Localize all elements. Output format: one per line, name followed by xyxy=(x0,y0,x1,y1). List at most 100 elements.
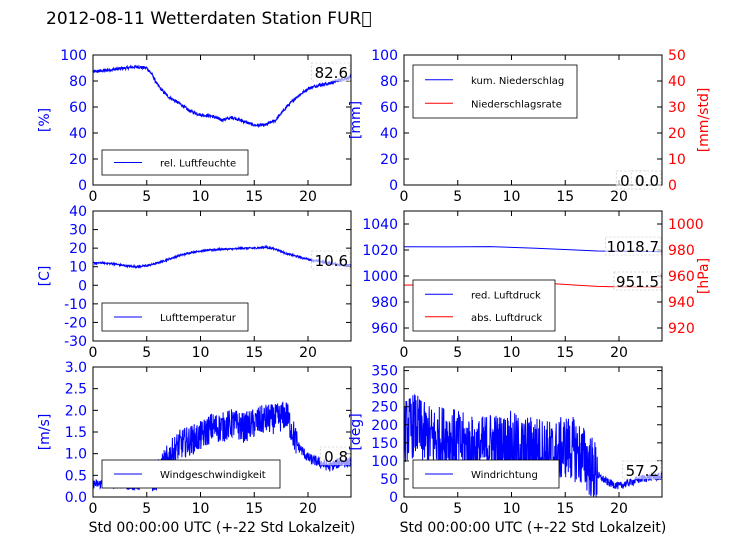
y-tick-label-left-temperature: 30 xyxy=(69,223,87,239)
y-tick-label-left-temperature: 0 xyxy=(78,278,87,294)
y-tick-label-right-precipitation: 0 xyxy=(668,178,677,194)
y-axis-label-right-pressure: [hPa] xyxy=(696,258,712,294)
x-axis-label-windspeed: Std 00:00:00 UTC (+-22 Std Lokalzeit) xyxy=(89,520,356,536)
legend-label-humidity-0: rel. Luftfeuchte xyxy=(160,159,236,170)
series-line-temperature-0 xyxy=(92,244,352,270)
y-tick-label-right-precipitation: 30 xyxy=(668,100,686,116)
y-tick-label-left-pressure: 1020 xyxy=(362,243,398,259)
y-axis-label-left-winddirection: [deg] xyxy=(348,413,364,450)
y-tick-label-left-humidity: 60 xyxy=(69,100,87,116)
legend-label-pressure-1: abs. Luftdruck xyxy=(471,313,542,324)
y-tick-label-right-precipitation: 20 xyxy=(668,126,686,142)
legend-winddirection: Windrichtung xyxy=(412,459,560,489)
x-tick-label-precipitation: 0 xyxy=(400,189,409,205)
x-tick-label-humidity: 20 xyxy=(299,189,317,205)
y-tick-label-left-temperature: -30 xyxy=(64,334,87,350)
x-tick-label-precipitation: 10 xyxy=(503,189,521,205)
x-tick-label-humidity: 0 xyxy=(89,189,98,205)
x-tick-label-precipitation: 20 xyxy=(610,189,628,205)
legend-box-pressure xyxy=(412,279,556,332)
plot-frame-humidity xyxy=(92,54,352,186)
legend-label-precipitation-0: kum. Niederschlag xyxy=(471,76,564,87)
x-tick-label-winddirection: 10 xyxy=(503,501,521,517)
x-tick-label-windspeed: 10 xyxy=(192,501,210,517)
legend-label-precipitation-1: Niederschlagsrate xyxy=(471,99,562,110)
x-tick-label-humidity: 10 xyxy=(192,189,210,205)
value-label-precipitation-1: 0.0 xyxy=(635,172,659,190)
y-tick-label-left-winddirection: 100 xyxy=(371,454,398,470)
legend-label-winddirection-0: Windrichtung xyxy=(471,470,538,481)
y-tick-label-left-pressure: 1040 xyxy=(362,217,398,233)
chart-windspeed: 0 5 10 15 20 0.0 0.5 1.0 1.5 2.0 2.5 3.0 [m/s] Std 00… xyxy=(37,360,355,536)
value-label-box-humidity-0 xyxy=(311,62,351,82)
y-axis-label-right-precipitation: [mm/std] xyxy=(696,88,712,153)
legend-box-precipitation xyxy=(412,64,578,119)
legend-label-windspeed-0: Windgeschwindigkeit xyxy=(160,470,266,481)
y-tick-label-left-winddirection: 150 xyxy=(371,436,398,452)
y-tick-label-left-windspeed: 3.0 xyxy=(65,360,87,376)
y-tick-label-left-temperature: 40 xyxy=(69,204,87,220)
y-tick-label-left-precipitation: 60 xyxy=(380,100,398,116)
x-tick-label-winddirection: 15 xyxy=(556,501,574,517)
value-label-box-pressure-0 xyxy=(605,236,662,256)
y-tick-label-left-pressure: 960 xyxy=(371,321,398,337)
y-tick-label-left-winddirection: 250 xyxy=(371,400,398,416)
value-label-pressure-1: 951.5 xyxy=(616,273,659,291)
y-tick-label-left-pressure: 1000 xyxy=(362,269,398,285)
y-tick-label-left-humidity: 20 xyxy=(69,152,87,168)
y-tick-label-left-windspeed: 1.5 xyxy=(65,425,87,441)
y-tick-label-left-temperature: -20 xyxy=(64,315,87,331)
chart-humidity: 0 5 10 15 20 0 20 40 60 80 100 [%] rel. Luftfeuchte 8… xyxy=(37,48,352,205)
y-tick-label-right-pressure: 980 xyxy=(668,243,695,259)
x-tick-label-windspeed: 5 xyxy=(142,501,151,517)
y-tick-label-right-precipitation: 50 xyxy=(668,48,686,64)
y-tick-label-left-windspeed: 2.5 xyxy=(65,382,87,398)
value-label-pressure-0: 1018.7 xyxy=(607,238,660,256)
x-tick-label-precipitation: 5 xyxy=(453,189,462,205)
figure-title: 2012-08-11 Wetterdaten Station FUR  xyxy=(46,9,372,29)
y-tick-label-left-pressure: 980 xyxy=(371,295,398,311)
y-tick-label-left-windspeed: 0.5 xyxy=(65,468,87,484)
y-tick-label-left-temperature: 10 xyxy=(69,260,87,276)
x-tick-label-pressure: 0 xyxy=(400,345,409,361)
y-axis-label-left-humidity: [%] xyxy=(37,108,53,132)
chart-precipitation: 0 5 10 15 20 0 20 40 60 80 100 0 10 20 30 40 50 [mm] [mm/s… xyxy=(348,48,712,205)
legend-label-temperature-0: Lufttemperatur xyxy=(160,313,237,324)
series-line-windspeed-0 xyxy=(92,401,352,492)
value-label-box-temperature-0 xyxy=(311,250,351,270)
y-tick-label-right-pressure: 940 xyxy=(668,295,695,311)
y-tick-label-left-winddirection: 300 xyxy=(371,382,398,398)
x-tick-label-windspeed: 15 xyxy=(245,501,263,517)
legend-label-pressure-0: red. Luftdruck xyxy=(471,290,541,301)
chart-pressure: 0 5 10 15 20 960 980 1000 1020 1040 920 940 960 980 10… xyxy=(362,210,712,361)
y-tick-label-left-precipitation: 0 xyxy=(389,178,398,194)
x-tick-label-pressure: 20 xyxy=(610,345,628,361)
x-axis-label-winddirection: Std 00:00:00 UTC (+-22 Std Lokalzeit) xyxy=(400,520,667,536)
y-tick-label-left-temperature: 20 xyxy=(69,241,87,257)
x-tick-label-pressure: 15 xyxy=(556,345,574,361)
y-tick-label-left-windspeed: 0.0 xyxy=(65,490,87,506)
x-tick-label-windspeed: 20 xyxy=(299,501,317,517)
legend-temperature: Lufttemperatur xyxy=(101,302,249,332)
y-tick-label-left-humidity: 40 xyxy=(69,126,87,142)
x-tick-label-temperature: 5 xyxy=(142,345,151,361)
value-label-humidity-0: 82.6 xyxy=(315,64,348,82)
value-label-box-precipitation-1 xyxy=(630,170,662,190)
y-tick-label-left-humidity: 100 xyxy=(60,48,87,64)
value-label-box-windspeed-0 xyxy=(319,446,351,466)
y-tick-label-left-winddirection: 200 xyxy=(371,418,398,434)
x-tick-label-pressure: 5 xyxy=(453,345,462,361)
y-tick-label-left-precipitation: 20 xyxy=(380,152,398,168)
y-axis-label-left-windspeed: [m/s] xyxy=(37,414,53,451)
x-tick-label-winddirection: 0 xyxy=(400,501,409,517)
y-tick-label-right-pressure: 960 xyxy=(668,269,695,285)
plot-frame-precipitation xyxy=(403,54,663,186)
series-line-winddirection-0 xyxy=(403,394,663,498)
legend-humidity: rel. Luftfeuchte xyxy=(101,149,249,176)
value-label-box-winddirection-0 xyxy=(622,460,662,480)
y-tick-label-left-windspeed: 1.0 xyxy=(65,447,87,463)
y-tick-label-left-humidity: 80 xyxy=(69,74,87,90)
series-line-humidity-0 xyxy=(92,64,352,129)
